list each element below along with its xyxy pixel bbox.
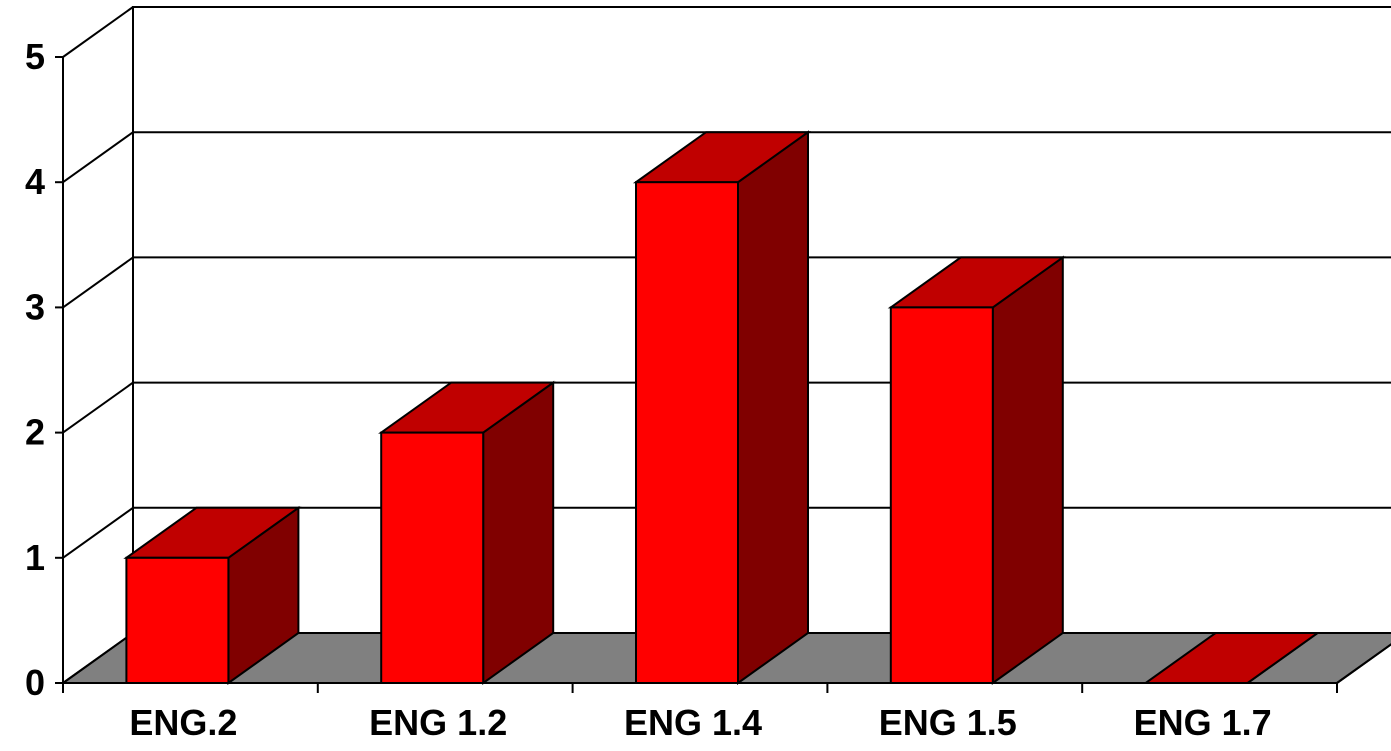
y-tick-label: 3 [25, 286, 45, 327]
bar-front [380, 431, 485, 684]
y-tick-label: 4 [25, 161, 45, 202]
bar-front [125, 556, 230, 684]
bar-1 [123, 505, 302, 685]
bar-front [635, 181, 739, 684]
x-tick-label: ENG 1.7 [1134, 702, 1272, 743]
bar-side [737, 130, 809, 685]
x-tick-label: ENG 1.2 [369, 702, 507, 743]
gridline-depth [62, 256, 134, 309]
x-tick-label: ENG 1.5 [879, 702, 1017, 743]
x-tick-label: ENG 1.4 [624, 702, 762, 743]
gridline-depth [62, 131, 134, 184]
y-tick-label: 2 [25, 412, 45, 453]
gridline-depth [62, 381, 134, 434]
bar-4 [887, 255, 1066, 685]
bars [123, 130, 1321, 685]
floor-right-edge [1336, 643, 1391, 684]
gridline-depth [62, 6, 134, 58]
bar-2 [378, 380, 557, 685]
bar-front [889, 306, 994, 684]
gridline-depth [62, 632, 134, 684]
y-tick-label: 1 [25, 537, 45, 578]
x-tick-label: ENG.2 [129, 702, 237, 743]
x-tick-labels: ENG.2 ENG 1.2 ENG 1.4 ENG 1.5 ENG 1.7 [62, 683, 1338, 743]
axes [62, 57, 1391, 684]
y-tick-label: 5 [25, 36, 45, 77]
gridline-depth [62, 506, 134, 559]
y-tick-label: 0 [25, 662, 45, 703]
y-tick-labels: 0 1 2 3 4 5 [25, 36, 63, 703]
bar-3 [632, 130, 812, 685]
bar-side [482, 380, 555, 685]
bar-side [991, 255, 1064, 685]
